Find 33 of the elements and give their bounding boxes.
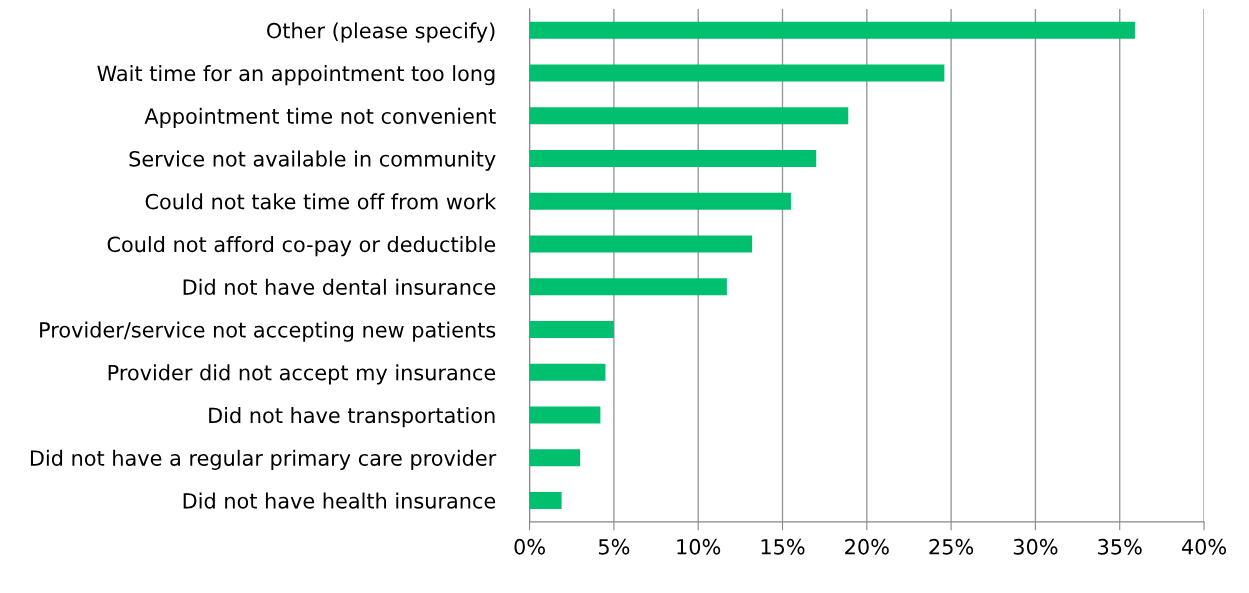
y-tick-label: Could not take time off from work [145,193,497,210]
x-tick-label: 0% [514,538,545,555]
x-tick-label: 40% [1181,538,1227,555]
y-tick-label: Could not afford co-pay or deductible [107,236,496,257]
bar [529,449,581,467]
y-tick-label: Other (please specify) [267,22,495,43]
x-tick-label: 35% [1098,538,1142,555]
x-tick-label: 25% [929,538,974,555]
y-tick-label: Did not have dental insurance [183,278,496,295]
x-tick-label: 20% [845,538,889,555]
y-tick-label: Provider/service not accepting new patients [40,321,496,342]
bar [529,235,753,253]
bar [529,320,614,339]
x-tick-label: 5% [598,538,630,555]
y-tick-label: Did not have health insurance [183,492,496,509]
y-tick-label: Appointment time not convenient [144,107,496,129]
bar [529,21,1135,39]
x-tick-label: 15% [761,538,805,555]
y-tick-label: Wait time for an appointment too long [97,65,495,86]
y-tick-label: Provider did not accept my insurance [108,364,496,385]
y-tick-label: Did not have a regular primary care provider [30,449,497,470]
x-tick-label: 10% [677,538,721,555]
bar [529,363,606,381]
bar [529,192,791,210]
bar [529,149,817,168]
bar [529,278,727,296]
bar [529,406,601,424]
bar [529,64,945,82]
bar [529,107,849,125]
y-tick-label: Did not have transportation [209,407,495,428]
y-tick-label: Service not available in community [129,150,496,171]
x-tick-label: 30% [1013,538,1058,555]
bar [529,491,562,510]
